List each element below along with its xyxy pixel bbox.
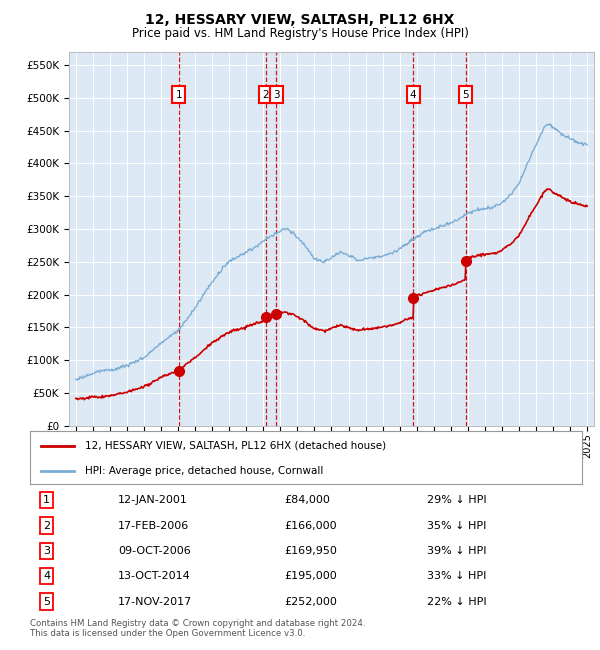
Text: 33% ↓ HPI: 33% ↓ HPI	[427, 571, 487, 581]
Text: £195,000: £195,000	[284, 571, 337, 581]
Text: £84,000: £84,000	[284, 495, 330, 505]
Text: £252,000: £252,000	[284, 597, 337, 606]
Text: Price paid vs. HM Land Registry's House Price Index (HPI): Price paid vs. HM Land Registry's House …	[131, 27, 469, 40]
Text: 22% ↓ HPI: 22% ↓ HPI	[427, 597, 487, 606]
Text: 09-OCT-2006: 09-OCT-2006	[118, 546, 191, 556]
Text: 39% ↓ HPI: 39% ↓ HPI	[427, 546, 487, 556]
Text: 17-FEB-2006: 17-FEB-2006	[118, 521, 190, 530]
Text: 1: 1	[175, 90, 182, 99]
Text: 4: 4	[410, 90, 416, 99]
Text: 4: 4	[43, 571, 50, 581]
Text: 3: 3	[273, 90, 280, 99]
Text: £166,000: £166,000	[284, 521, 337, 530]
Text: 2: 2	[262, 90, 269, 99]
Text: 5: 5	[43, 597, 50, 606]
Text: 1: 1	[43, 495, 50, 505]
Text: 2: 2	[43, 521, 50, 530]
Text: 12, HESSARY VIEW, SALTASH, PL12 6HX: 12, HESSARY VIEW, SALTASH, PL12 6HX	[145, 13, 455, 27]
Text: HPI: Average price, detached house, Cornwall: HPI: Average price, detached house, Corn…	[85, 466, 323, 476]
Text: 29% ↓ HPI: 29% ↓ HPI	[427, 495, 487, 505]
Text: 12, HESSARY VIEW, SALTASH, PL12 6HX (detached house): 12, HESSARY VIEW, SALTASH, PL12 6HX (det…	[85, 441, 386, 451]
Text: 12-JAN-2001: 12-JAN-2001	[118, 495, 188, 505]
Text: 13-OCT-2014: 13-OCT-2014	[118, 571, 191, 581]
Text: £169,950: £169,950	[284, 546, 337, 556]
Text: 5: 5	[463, 90, 469, 99]
Text: 17-NOV-2017: 17-NOV-2017	[118, 597, 193, 606]
Text: 3: 3	[43, 546, 50, 556]
Text: Contains HM Land Registry data © Crown copyright and database right 2024.
This d: Contains HM Land Registry data © Crown c…	[30, 619, 365, 638]
Text: 35% ↓ HPI: 35% ↓ HPI	[427, 521, 487, 530]
